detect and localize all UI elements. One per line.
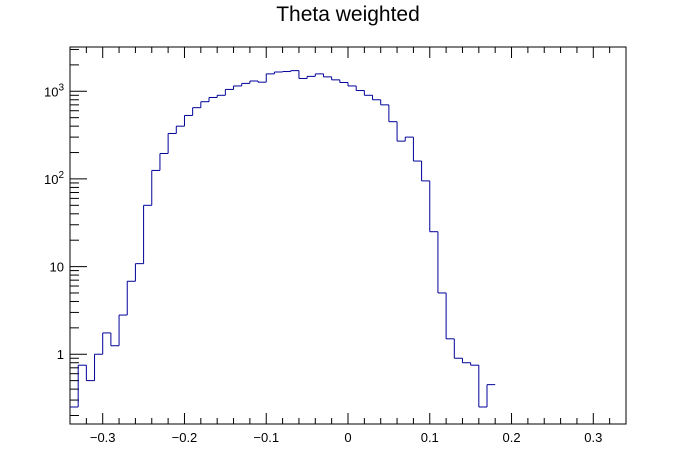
chart-title: Theta weighted: [276, 3, 420, 26]
x-tick-label: 0.1: [421, 430, 439, 445]
y-tick-label: 1: [57, 347, 64, 362]
y-tick-base: 10: [44, 84, 58, 99]
y-tick-label: 102: [44, 170, 64, 187]
y-tick-base: 10: [44, 172, 58, 187]
plot-frame: [69, 46, 627, 425]
y-tick-exponent: 3: [58, 82, 64, 93]
y-tick-label: 103: [44, 82, 64, 99]
x-tick-label: 0.3: [584, 430, 602, 445]
x-tick-label: 0: [344, 430, 351, 445]
y-tick-exponent: 2: [58, 170, 64, 181]
x-tick-label: −0.2: [172, 430, 198, 445]
x-tick-label: −0.3: [90, 430, 116, 445]
x-tick-label: −0.1: [253, 430, 279, 445]
x-tick-label: 0.2: [502, 430, 520, 445]
y-tick-label: 10: [50, 260, 64, 275]
